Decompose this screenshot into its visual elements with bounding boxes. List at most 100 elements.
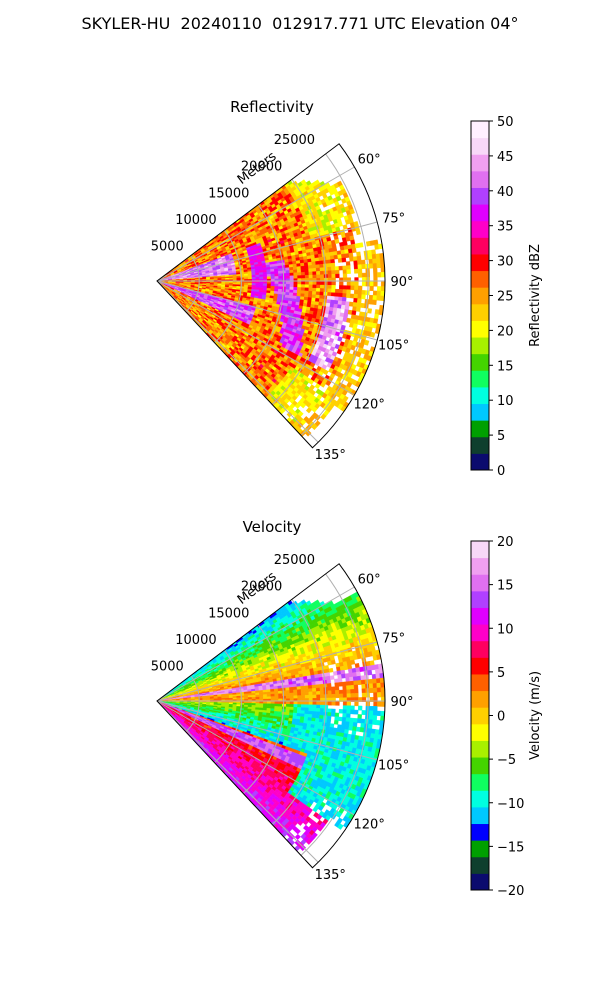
colorbar-swatch bbox=[471, 204, 489, 222]
radar-bin bbox=[319, 288, 325, 293]
colorbar-swatch bbox=[471, 287, 489, 305]
radar-bin bbox=[308, 281, 314, 286]
azimuth-tick-label: 75° bbox=[382, 212, 405, 227]
azimuth-tick-label: 120° bbox=[354, 398, 385, 413]
radar-bin bbox=[371, 249, 376, 255]
radar-bin bbox=[370, 331, 376, 338]
radar-bin bbox=[331, 273, 336, 279]
colorbar-swatch bbox=[471, 270, 489, 288]
radar-bin bbox=[312, 284, 317, 289]
radar-bin bbox=[293, 281, 298, 285]
colorbar-swatch bbox=[471, 303, 489, 321]
radar-bin bbox=[371, 253, 377, 260]
radar-bin bbox=[335, 273, 340, 279]
radar-bin bbox=[331, 281, 336, 286]
radar-bin bbox=[327, 292, 332, 297]
radar-bin bbox=[259, 281, 264, 284]
radar-bin bbox=[293, 275, 298, 279]
radar-bin bbox=[311, 261, 317, 266]
radar-bin bbox=[301, 284, 306, 288]
radar-bin bbox=[348, 301, 354, 307]
radial-tick-label: 5000 bbox=[151, 239, 184, 254]
radar-bin bbox=[308, 284, 313, 289]
radar-bin bbox=[368, 299, 373, 305]
radar-bin bbox=[251, 281, 257, 284]
radar-bin bbox=[300, 265, 305, 270]
radar-bin bbox=[353, 264, 359, 270]
radar-bin bbox=[315, 260, 320, 266]
radar-bin bbox=[329, 255, 335, 260]
radar-bin bbox=[326, 295, 332, 301]
radar-bin bbox=[338, 289, 344, 294]
radar-bin bbox=[341, 300, 347, 306]
radar-bin bbox=[274, 276, 279, 280]
radar-bin bbox=[270, 283, 275, 287]
radar-bin bbox=[337, 254, 343, 259]
colorbar-swatch bbox=[471, 320, 489, 338]
radar-bin bbox=[315, 294, 320, 299]
radar-bin bbox=[285, 267, 290, 271]
radar-bin bbox=[339, 285, 344, 290]
radar-bin bbox=[334, 238, 340, 244]
colorbar-swatch bbox=[471, 386, 489, 405]
radar-bin bbox=[297, 272, 302, 276]
azimuth-tick-label: 105° bbox=[378, 338, 409, 353]
radar-bin bbox=[372, 263, 378, 269]
radar-bin bbox=[376, 290, 382, 297]
radar-bin bbox=[300, 268, 306, 273]
radar-bin bbox=[307, 261, 313, 266]
radar-bin bbox=[304, 284, 310, 289]
radar-bin bbox=[354, 268, 359, 274]
radar-bin bbox=[308, 265, 313, 270]
colorbar-swatch bbox=[471, 187, 489, 205]
radar-bin bbox=[346, 269, 351, 274]
radar-bin bbox=[270, 281, 276, 285]
radar-bin bbox=[255, 281, 260, 284]
radar-bin bbox=[349, 293, 355, 299]
colorbar-swatch bbox=[471, 453, 489, 471]
radar-bin bbox=[342, 273, 348, 278]
radar-bin bbox=[297, 275, 302, 279]
radar-bin bbox=[368, 263, 374, 269]
radar-bin bbox=[304, 271, 310, 276]
radar-bin bbox=[330, 262, 336, 268]
radar-bin bbox=[311, 294, 317, 299]
radar-bin bbox=[301, 281, 306, 285]
radar-bin bbox=[289, 281, 295, 285]
radar-bin bbox=[342, 265, 347, 271]
radar-bin bbox=[353, 293, 359, 299]
radar-bin bbox=[376, 295, 381, 301]
radar-bin bbox=[315, 291, 321, 296]
radar-bin bbox=[312, 274, 317, 279]
radar-bin bbox=[344, 305, 350, 311]
radar-bin bbox=[375, 253, 381, 259]
radar-bin bbox=[327, 281, 333, 286]
radar-bin bbox=[373, 313, 379, 320]
radar-bin bbox=[263, 274, 268, 278]
radar-bin bbox=[339, 281, 344, 286]
radar-bin bbox=[380, 272, 385, 278]
radar-bin bbox=[352, 302, 358, 308]
radar-bin bbox=[319, 270, 325, 275]
radar-bin bbox=[289, 284, 294, 288]
radar-bin bbox=[296, 269, 302, 273]
colorbar-tick-label: 15 bbox=[497, 359, 514, 374]
radar-bin bbox=[301, 275, 306, 279]
radar-bin bbox=[376, 262, 382, 269]
radar-bin bbox=[331, 266, 336, 271]
radar-bin bbox=[338, 265, 344, 271]
radar-bin bbox=[282, 281, 287, 285]
colorbar-swatch bbox=[471, 253, 489, 272]
radar-bin bbox=[316, 274, 321, 279]
radar-bin bbox=[311, 291, 317, 296]
radar-bin bbox=[289, 266, 294, 271]
radar-bin bbox=[232, 277, 237, 280]
radar-bin bbox=[357, 268, 363, 274]
radar-bin bbox=[376, 258, 381, 264]
radar-bin bbox=[354, 281, 359, 287]
radar-bin bbox=[326, 255, 331, 261]
radar-bin bbox=[259, 276, 264, 280]
radar-bin bbox=[270, 273, 275, 277]
radar-bin bbox=[380, 281, 385, 287]
radar-bin bbox=[278, 273, 283, 277]
